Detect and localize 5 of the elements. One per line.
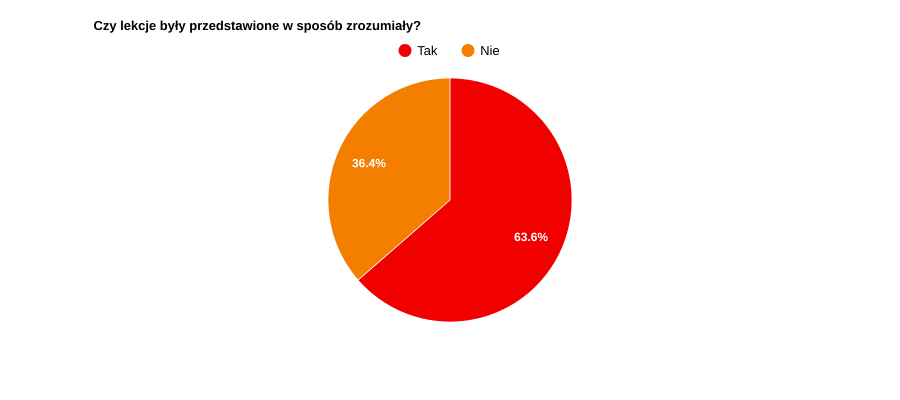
data-label: 63.6% (514, 232, 548, 242)
data-label: 36.4% (352, 158, 386, 168)
legend-label: Nie (481, 46, 500, 56)
chart-title: Czy lekcje były przedstawione w sposób zrozumiały? (94, 20, 420, 33)
legend-label: Tak (418, 46, 438, 56)
